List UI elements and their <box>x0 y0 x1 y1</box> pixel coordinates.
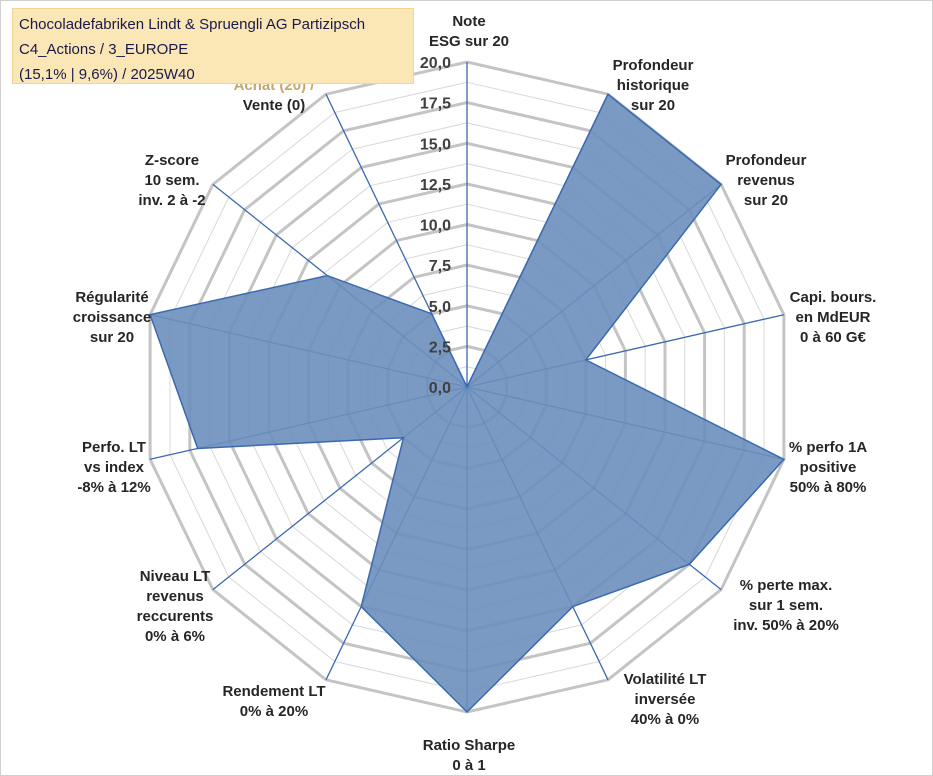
category-label: Volatilité LT <box>624 671 707 688</box>
category-label: reccurents <box>137 608 214 625</box>
chart-title-line-1: Chocoladefabriken Lindt & Spruengli AG P… <box>19 16 366 33</box>
category-label: Profondeur <box>613 57 694 74</box>
chart-title-box: Chocoladefabriken Lindt & Spruengli AG P… <box>12 8 414 84</box>
category-label: Régularité <box>75 289 148 306</box>
category-label: Capi. bours. <box>790 289 877 306</box>
category-label: vs index <box>84 459 145 476</box>
category-label: Rendement LT <box>222 683 325 700</box>
tick-label: 5,0 <box>429 299 451 316</box>
category-label: 10 sem. <box>144 172 199 189</box>
series-area <box>149 93 786 714</box>
tick-label: 7,5 <box>429 258 451 275</box>
category-label: % perfo 1A <box>789 439 868 456</box>
tick-label: 2,5 <box>429 339 451 356</box>
category-label: sur 1 sem. <box>749 597 823 614</box>
tick-label: 15,0 <box>420 136 451 153</box>
category-label: inv. 50% à 20% <box>733 617 839 634</box>
category-label: Profondeur <box>726 152 807 169</box>
category-label: historique <box>617 77 690 94</box>
category-label: croissance <box>73 309 151 326</box>
category-label: 0% à 6% <box>145 628 205 645</box>
category-label: Ratio Sharpe <box>423 737 516 754</box>
category-label: ESG sur 20 <box>429 33 509 50</box>
category-label: Z-score <box>145 152 199 169</box>
category-label: inversée <box>635 691 696 708</box>
category-label: revenus <box>737 172 795 189</box>
category-label: 40% à 0% <box>631 711 699 728</box>
category-label: 0% à 20% <box>240 703 308 720</box>
tick-label: 12,5 <box>420 177 451 194</box>
category-label: inv. 2 à -2 <box>138 192 205 209</box>
category-label: en MdEUR <box>796 309 871 326</box>
category-label: sur 20 <box>744 192 788 209</box>
category-label: sur 20 <box>90 329 134 346</box>
category-label: Niveau LT <box>140 568 211 585</box>
category-label: Perfo. LT <box>82 439 146 456</box>
category-label: Vente (0) <box>243 97 306 114</box>
category-label: 0 à 60 G€ <box>800 329 867 346</box>
tick-label: 20,0 <box>420 55 451 72</box>
category-label: revenus <box>146 588 204 605</box>
chart-title-line-2: C4_Actions / 3_EUROPE <box>19 41 189 58</box>
category-label: -8% à 12% <box>77 479 150 496</box>
tick-label: 0,0 <box>429 380 451 397</box>
tick-label: 17,5 <box>420 96 451 113</box>
category-label: positive <box>800 459 857 476</box>
tick-label: 10,0 <box>420 218 451 235</box>
category-label: 0 à 1 <box>452 757 485 774</box>
category-label: Note <box>452 13 485 30</box>
category-label: 50% à 80% <box>790 479 867 496</box>
category-label: sur 20 <box>631 97 675 114</box>
chart-title-line-3: (15,1% | 9,6%) / 2025W40 <box>19 66 195 83</box>
category-label: % perte max. <box>740 577 833 594</box>
